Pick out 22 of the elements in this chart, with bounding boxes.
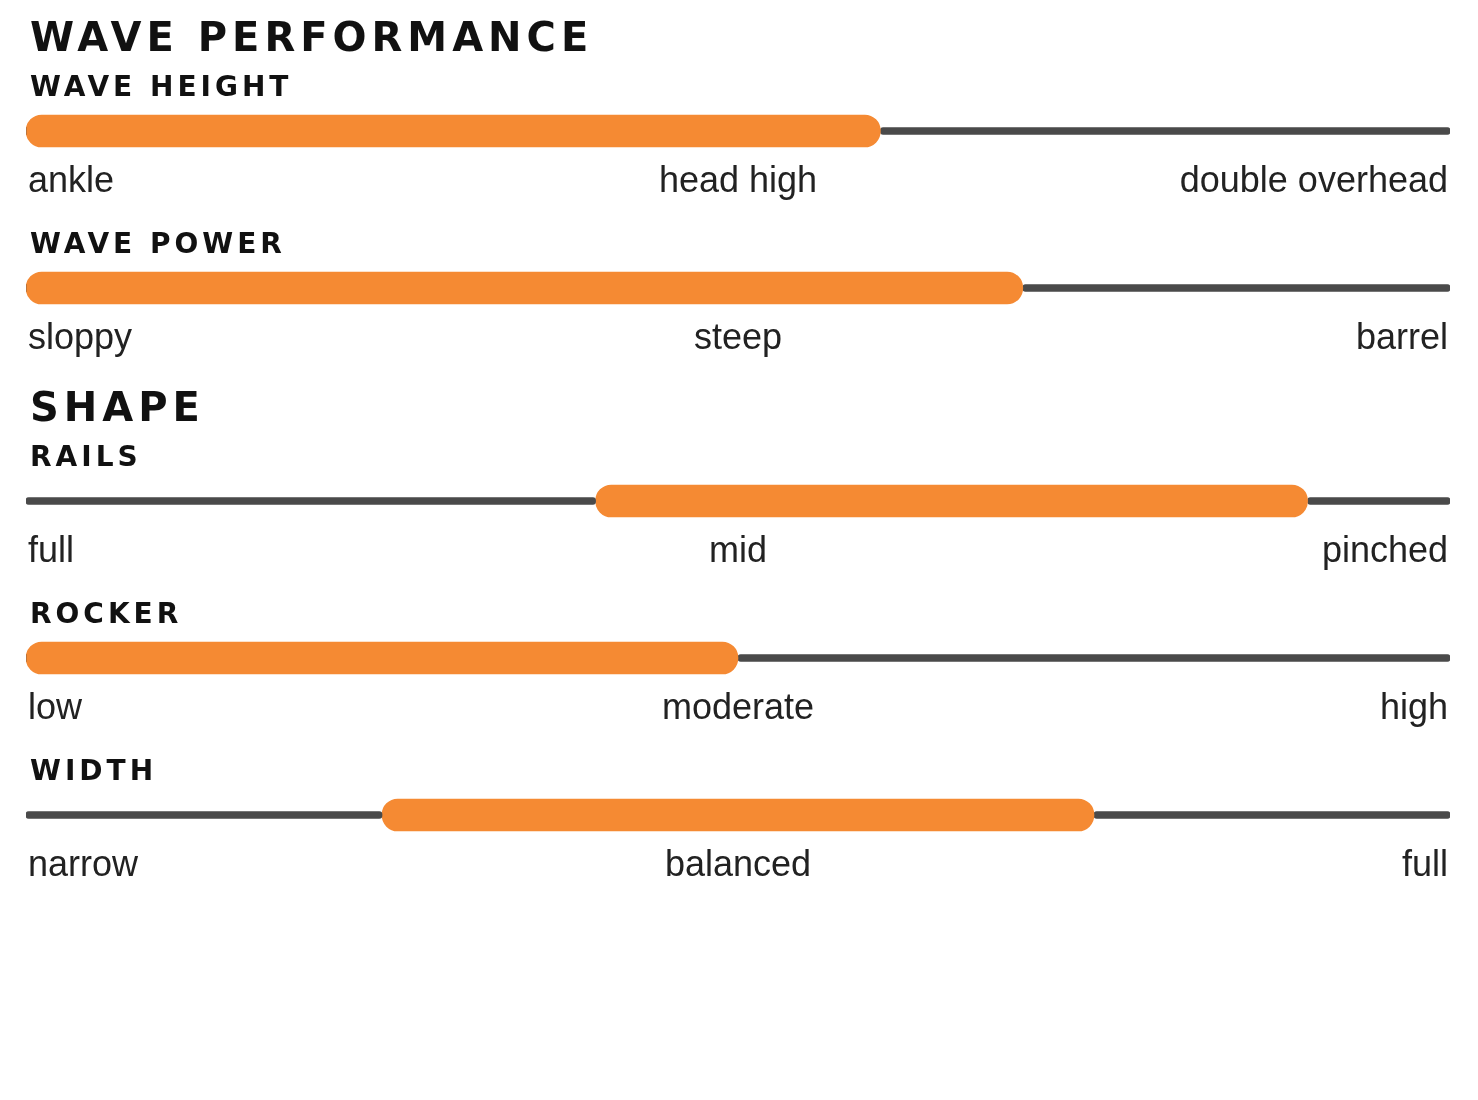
annotation: pinched <box>1320 529 1448 571</box>
annotation: mid <box>708 529 768 571</box>
y-tick-label: WIDTH <box>30 754 159 787</box>
annotation: moderate <box>660 686 816 728</box>
annotation: narrow <box>28 843 140 885</box>
annotation: low <box>28 686 84 728</box>
annotation: full <box>28 529 76 571</box>
y-tick-label: RAILS <box>30 440 143 473</box>
annotation: ankle <box>28 159 116 201</box>
y-tick-label: ROCKER <box>30 597 184 630</box>
annotation: sloppy <box>28 316 134 358</box>
annotation: full <box>1400 843 1448 885</box>
annotation: head high <box>657 159 819 201</box>
annotation: balanced <box>663 843 813 885</box>
annotation: steep <box>692 316 784 358</box>
annotation: barrel <box>1354 316 1448 358</box>
annotation: high <box>1378 686 1448 728</box>
chart-title: SHAPE <box>30 384 206 430</box>
y-tick-label: WAVE POWER <box>30 227 287 260</box>
y-tick-label: WAVE HEIGHT <box>30 70 294 103</box>
annotation: double overhead <box>1178 159 1448 201</box>
chart-title: WAVE PERFORMANCE <box>30 14 595 60</box>
